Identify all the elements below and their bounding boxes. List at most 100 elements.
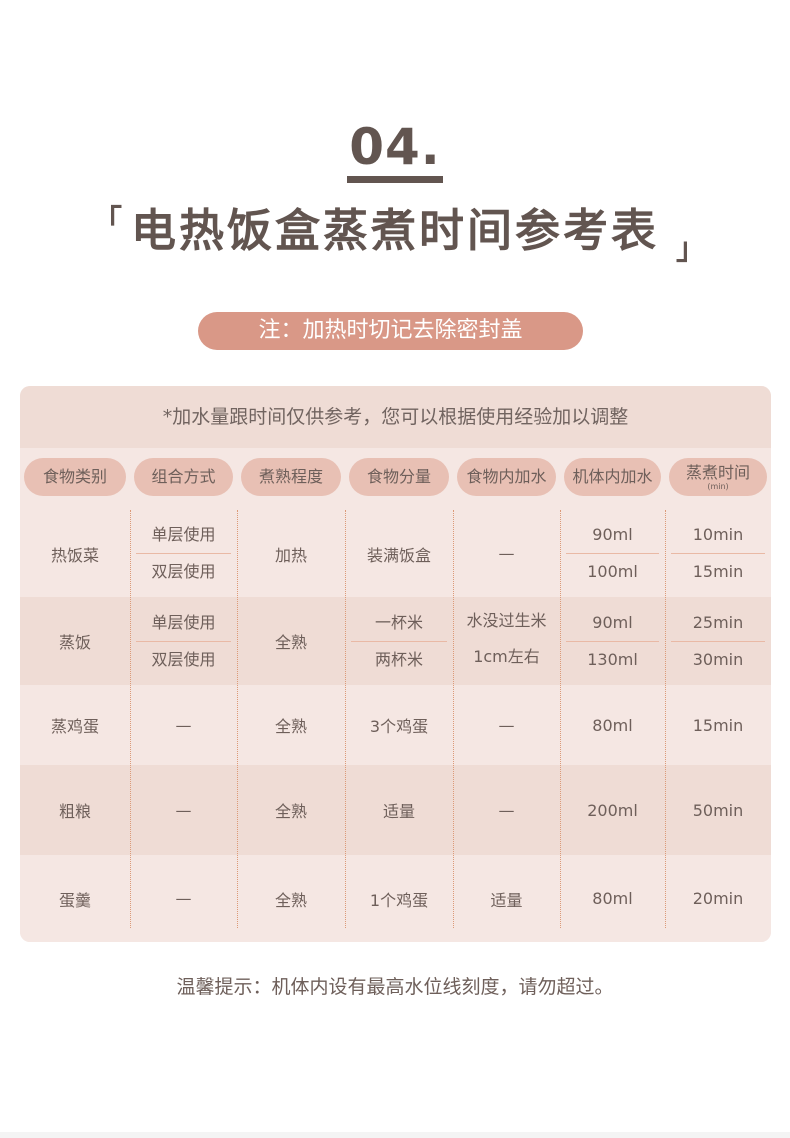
cell-value: 10min [671, 517, 765, 554]
table-cell: 单层使用 双层使用 [130, 597, 237, 685]
cell-value: 两杯米 [374, 649, 423, 669]
table-row: 蒸饭 单层使用 双层使用 全熟 一杯米 两杯米 水没过生米 1cm左右 90ml 130ml 25m… [20, 597, 771, 685]
column-divider [560, 510, 561, 928]
table-cell: 蒸鸡蛋 [20, 685, 130, 765]
table-cell: 适量 [345, 765, 453, 855]
cell-value: 90ml [566, 517, 659, 554]
table-cell: 25min 30min [665, 597, 771, 685]
table-cell: — [130, 685, 237, 765]
table-cell: 1个鸡蛋 [345, 855, 453, 942]
column-header: 组合方式 [134, 458, 233, 496]
table-cell: — [453, 510, 560, 597]
cell-value: 1个鸡蛋 [369, 890, 429, 910]
table-cell: 50min [665, 765, 771, 855]
table-cell: 加热 [237, 510, 345, 597]
cell-value: 蒸饭 [58, 633, 91, 652]
cell-value: 15min [692, 715, 744, 735]
cell-value: 30min [692, 649, 744, 669]
cell-value: 130ml [587, 649, 638, 669]
bracket-close: 」 [676, 232, 706, 267]
table-cell: 90ml 130ml [560, 597, 665, 685]
table-row: 蛋羹 — 全熟 1个鸡蛋 适量 80ml 20min [20, 855, 771, 942]
cell-value: 100ml [587, 562, 638, 581]
table-row: 粗粮 — 全熟 适量 — 200ml 50min [20, 765, 771, 855]
cell-value: 适量 [490, 890, 523, 910]
column-divider [453, 510, 454, 928]
cell-value: 15min [692, 562, 744, 581]
column-divider [237, 510, 238, 928]
cell-value: — [498, 544, 515, 563]
table-cell: 蒸饭 [20, 597, 130, 685]
table-cell: — [130, 855, 237, 942]
page-title: 电热饭盒蒸煮时间参考表 [130, 204, 659, 257]
column-header-label: 食物内加水 [466, 467, 547, 486]
section-number: 04. [0, 118, 790, 183]
cell-value: 全熟 [274, 802, 307, 821]
table-row: 蒸鸡蛋 — 全熟 3个鸡蛋 — 80ml 15min [20, 685, 771, 765]
cell-value: — [175, 715, 192, 735]
column-header-label: 机体内加水 [572, 467, 653, 486]
cell-value: 3个鸡蛋 [369, 717, 429, 736]
table-cell: 一杯米 两杯米 [345, 597, 453, 685]
cell-value: 装满饭盒 [366, 545, 431, 565]
table-cell: 3个鸡蛋 [345, 685, 453, 765]
cell-value: 蛋羹 [58, 890, 91, 910]
table-subtitle: *加水量跟时间仅供参考，您可以根据使用经验加以调整 [20, 386, 771, 448]
cell-value: 全熟 [274, 633, 307, 652]
column-header-label: 蒸煮时间 [685, 463, 750, 482]
column-divider [345, 510, 346, 928]
cell-value: 一杯米 [351, 605, 447, 642]
table-cell: 单层使用 双层使用 [130, 510, 237, 597]
cell-value: 双层使用 [151, 649, 216, 669]
cell-value: 单层使用 [136, 517, 231, 554]
cell-value: — [498, 800, 515, 820]
cell-value: 80ml [592, 889, 633, 908]
cell-value: 双层使用 [151, 562, 216, 581]
column-divider [130, 510, 131, 928]
time-unit-label: (min) [707, 482, 729, 491]
cell-value: 全熟 [274, 890, 307, 910]
cell-value: 蒸鸡蛋 [50, 717, 99, 736]
table-cell: 全熟 [237, 765, 345, 855]
table-cell: 装满饭盒 [345, 510, 453, 597]
cell-value: 水没过生米 [466, 611, 547, 630]
cell-value: — [175, 800, 192, 820]
column-header-label: 食物类别 [42, 467, 107, 486]
column-header-label: 煮熟程度 [258, 467, 323, 486]
table-cell: 全熟 [237, 855, 345, 942]
bracket-open: 「 [92, 204, 122, 239]
cell-value: — [175, 889, 192, 908]
cell-value: 1cm左右 [473, 647, 540, 666]
cell-value: 粗粮 [58, 802, 91, 821]
table-cell: 全熟 [237, 685, 345, 765]
table-cell: 80ml [560, 855, 665, 942]
cell-value: 25min [671, 605, 765, 642]
cell-value: 20min [692, 889, 744, 908]
note-badge: 注：加热时切记去除密封盖 [198, 312, 583, 350]
table-header: 食物类别 组合方式 煮熟程度 食物分量 食物内加水 机体内加水 蒸煮时间 (min) [20, 458, 771, 496]
table-cell: — [453, 685, 560, 765]
cell-value: 单层使用 [136, 605, 231, 642]
table-cell: 热饭菜 [20, 510, 130, 597]
cell-value: 80ml [592, 715, 633, 735]
column-header: 机体内加水 [564, 458, 661, 496]
table-cell: 水没过生米 1cm左右 [453, 597, 560, 685]
table-cell: 15min [665, 685, 771, 765]
table-cell: 10min 15min [665, 510, 771, 597]
table-cell: 80ml [560, 685, 665, 765]
table-cell: 适量 [453, 855, 560, 942]
footer-divider [0, 1132, 790, 1138]
cell-value: 热饭菜 [50, 545, 99, 565]
cell-value: 全熟 [274, 717, 307, 736]
column-header: 煮熟程度 [241, 458, 341, 496]
table-cell: 粗粮 [20, 765, 130, 855]
column-header: 食物类别 [24, 458, 126, 496]
column-divider [665, 510, 666, 928]
cell-value: 适量 [382, 802, 415, 821]
table-cell: 90ml 100ml [560, 510, 665, 597]
column-header: 食物内加水 [457, 458, 556, 496]
cell-value: — [498, 715, 515, 735]
table-row: 热饭菜 单层使用 双层使用 加热 装满饭盒 — 90ml 100ml 10min 15min [20, 510, 771, 597]
table-cell: — [453, 765, 560, 855]
table-cell: 全熟 [237, 597, 345, 685]
